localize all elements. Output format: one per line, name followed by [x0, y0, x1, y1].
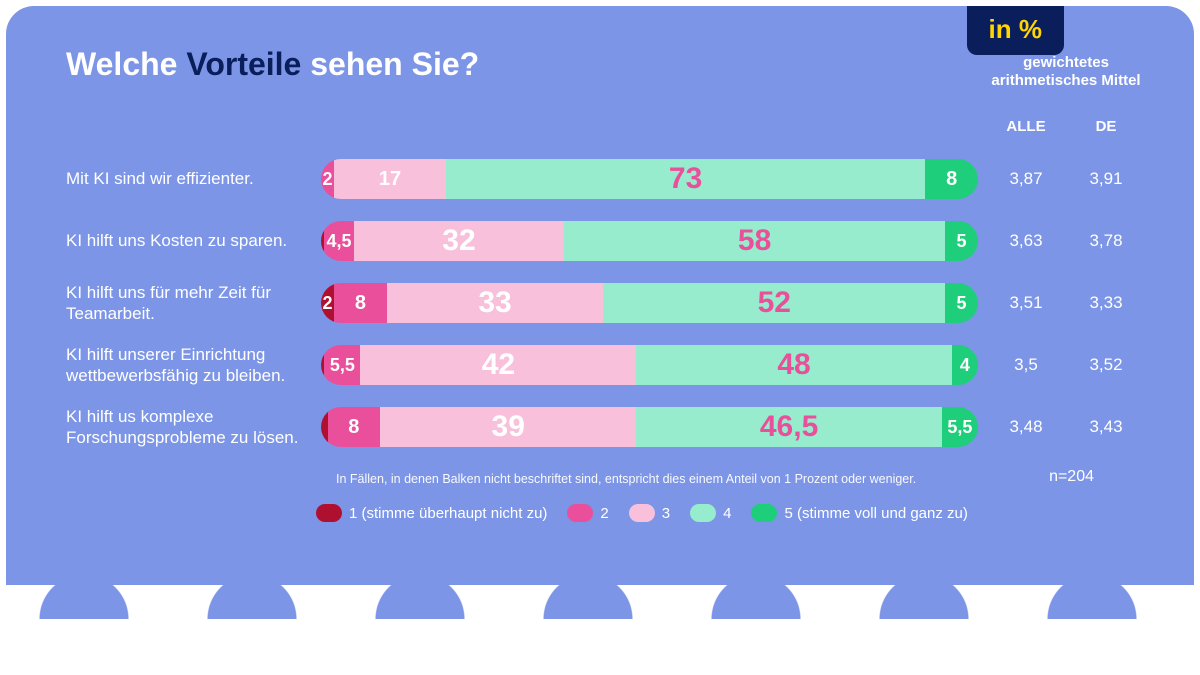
legend-label: 5 (stimme voll und ganz zu): [784, 505, 967, 522]
n-value: n=204: [1049, 468, 1094, 486]
stacked-bar: 2833525: [321, 283, 978, 323]
row-means: 3,873,91: [986, 169, 1146, 189]
bar-segment: 8: [334, 283, 387, 323]
row-label: Mit KI sind wir effizienter.: [66, 168, 321, 189]
chart-row: KI hilft uns für mehr Zeit für Teamarbei…: [66, 272, 1146, 334]
bar-segment: 5,5: [942, 407, 978, 447]
title-accent: Vorteile: [186, 46, 301, 82]
mean-alle: 3,5: [986, 355, 1066, 375]
bar-segment: 8: [925, 159, 978, 199]
legend-label: 2: [600, 505, 608, 522]
chart-row: KI hilft unserer Einrichtung wettbewerbs…: [66, 334, 1146, 396]
bar-segment: 48: [636, 345, 951, 385]
chart-rows: Mit KI sind wir effizienter.2177383,873,…: [66, 148, 1146, 458]
bar-segment: 58: [564, 221, 945, 261]
chart-row: KI hilft uns Kosten zu sparen.4,532585 3,…: [66, 210, 1146, 272]
means-columns: ALLE DE: [986, 118, 1146, 135]
bar-segment: 32: [354, 221, 564, 261]
row-means: 3,513,33: [986, 293, 1146, 313]
title-pre: Welche: [66, 46, 186, 82]
legend-swatch: [629, 504, 655, 522]
wave-decoration: [0, 585, 1200, 675]
title-post: sehen Sie?: [301, 46, 479, 82]
percent-badge: in %: [967, 6, 1064, 55]
bar-segment: 5,5: [324, 345, 360, 385]
legend-swatch: [751, 504, 777, 522]
col-alle: ALLE: [986, 118, 1066, 135]
bar-segment: 73: [446, 159, 926, 199]
legend-swatch: [690, 504, 716, 522]
bar-segment: 5: [945, 221, 978, 261]
chart-row: KI hilft us komplexe Forschungsprobleme …: [66, 396, 1146, 458]
mean-alle: 3,63: [986, 231, 1066, 251]
row-label: KI hilft unserer Einrichtung wettbewerbs…: [66, 344, 321, 387]
stacked-bar: 4,532585: [321, 221, 978, 261]
bar-segment: 4,5: [324, 221, 354, 261]
row-means: 3,633,78: [986, 231, 1146, 251]
legend-label: 3: [662, 505, 670, 522]
stacked-bar: 83946,55,5: [321, 407, 978, 447]
bar-segment: 5: [945, 283, 978, 323]
bar-segment: 2: [321, 159, 334, 199]
bar-segment: 39: [380, 407, 636, 447]
mean-alle: 3,48: [986, 417, 1066, 437]
bar-segment: 42: [360, 345, 636, 385]
row-means: 3,53,52: [986, 355, 1146, 375]
legend-item: 3: [629, 504, 670, 522]
mean-de: 3,52: [1066, 355, 1146, 375]
mean-de: 3,43: [1066, 417, 1146, 437]
bar-segment: 2: [321, 283, 334, 323]
row-label: KI hilft uns Kosten zu sparen.: [66, 230, 321, 251]
row-means: 3,483,43: [986, 417, 1146, 437]
col-de: DE: [1066, 118, 1146, 135]
mean-alle: 3,51: [986, 293, 1066, 313]
bar-segment: 46,5: [636, 407, 942, 447]
bar-segment: 17: [334, 159, 446, 199]
mean-de: 3,33: [1066, 293, 1146, 313]
stacked-bar: 5,542484: [321, 345, 978, 385]
bar-segment: 8: [328, 407, 381, 447]
bar-segment: 52: [603, 283, 945, 323]
legend-item: 5 (stimme voll und ganz zu): [751, 504, 967, 522]
slide: in % Welche Vorteile sehen Sie? gewichte…: [6, 6, 1194, 669]
legend-label: 4: [723, 505, 731, 522]
means-header: gewichtetes arithmetisches Mittel: [986, 54, 1146, 90]
chart-row: Mit KI sind wir effizienter.217738 3,873,…: [66, 148, 1146, 210]
legend-item: 2: [567, 504, 608, 522]
stacked-bar: 217738: [321, 159, 978, 199]
legend-item: 1 (stimme überhaupt nicht zu): [316, 504, 547, 522]
legend-item: 4: [690, 504, 731, 522]
mean-de: 3,78: [1066, 231, 1146, 251]
mean-de: 3,91: [1066, 169, 1146, 189]
row-label: KI hilft us komplexe Forschungsprobleme …: [66, 406, 321, 449]
legend-swatch: [316, 504, 342, 522]
mean-alle: 3,87: [986, 169, 1066, 189]
row-label: KI hilft uns für mehr Zeit für Teamarbei…: [66, 282, 321, 325]
footnote: In Fällen, in denen Balken nicht beschri…: [336, 472, 916, 486]
bar-segment: 4: [952, 345, 978, 385]
bar-segment: 33: [387, 283, 604, 323]
legend: 1 (stimme überhaupt nicht zu) 2 3 4 5 (stimm…: [316, 504, 968, 522]
legend-label: 1 (stimme überhaupt nicht zu): [349, 505, 547, 522]
legend-swatch: [567, 504, 593, 522]
